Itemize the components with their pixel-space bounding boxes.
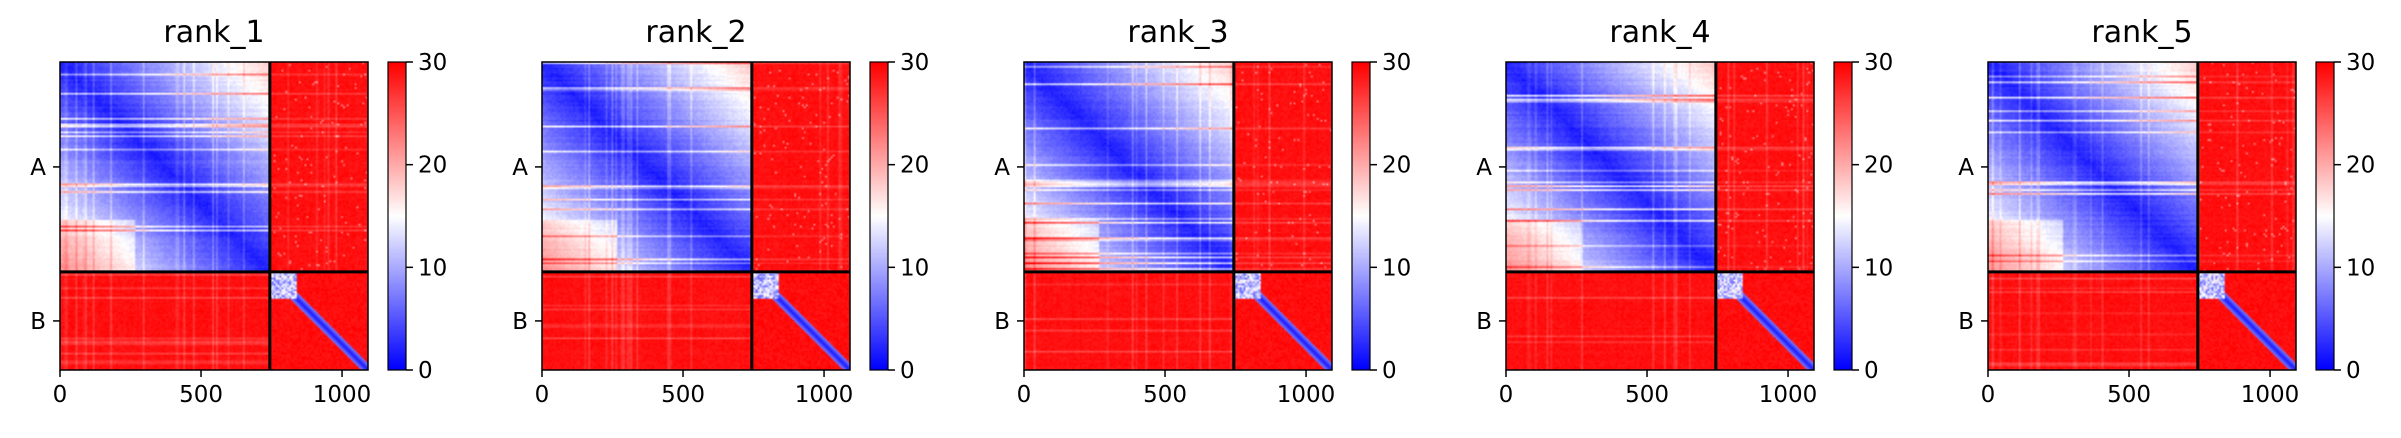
colorbar-tick-label: 20 [418,153,447,179]
heatmap-image [1988,62,2296,370]
heatmap-chart: rank_5 0 500 1000 A B 0 10 20 30 [1958,15,2375,408]
colorbar-tick-label: 30 [900,50,929,76]
x-tick-label: 500 [1143,382,1187,408]
chain-label: B [512,309,528,335]
chart-title: rank_5 [2091,15,2192,50]
colorbar [1352,62,1370,370]
colorbar-frame [1351,61,1371,371]
colorbar-tick-label: 20 [900,153,929,179]
colorbar [2316,62,2334,370]
heatmap-chart: rank_2 0 500 1000 A B 0 10 20 30 [512,15,929,408]
heatmap-frame [1023,61,1333,371]
x-tick-label: 1000 [1759,382,1818,408]
x-tick-label: 1000 [2241,382,2300,408]
x-tick-label: 0 [535,382,550,408]
colorbar-tick-label: 30 [1382,50,1411,76]
chain-label: B [1476,309,1492,335]
x-tick-label: 1000 [313,382,372,408]
x-tick-label: 1000 [1277,382,1336,408]
colorbar-tick-label: 20 [1382,153,1411,179]
chain-label: B [1958,309,1974,335]
heatmap-frame [59,61,369,371]
panel-rank_1: rank_1 0 500 1000 A B 0 10 20 30 [0,0,470,438]
colorbar-tick-label: 0 [900,358,915,384]
colorbar-tick-label: 10 [1382,255,1411,281]
panel-rank_3: rank_3 0 500 1000 A B 0 10 20 30 [964,0,1434,438]
colorbar-tick-label: 10 [1864,255,1893,281]
panel-rank_5: rank_5 0 500 1000 A B 0 10 20 30 [1928,0,2398,438]
colorbar-frame [2315,61,2335,371]
x-tick-label: 500 [1625,382,1669,408]
heatmap-image [1506,62,1814,370]
colorbar-tick-label: 30 [1864,50,1893,76]
x-tick-label: 0 [1499,382,1514,408]
colorbar-tick-label: 0 [1382,358,1397,384]
colorbar-tick-label: 0 [418,358,433,384]
x-tick-label: 500 [179,382,223,408]
heatmap-image [1024,62,1332,370]
x-tick-label: 500 [2107,382,2151,408]
panel-rank_4: rank_4 0 500 1000 A B 0 10 20 30 [1446,0,1916,438]
heatmap-image [542,62,850,370]
x-tick-label: 0 [1981,382,1996,408]
colorbar-tick-label: 20 [1864,153,1893,179]
colorbar [1834,62,1852,370]
chain-label: B [30,309,46,335]
heatmap-chart: rank_3 0 500 1000 A B 0 10 20 30 [994,15,1411,408]
x-tick-label: 500 [661,382,705,408]
colorbar-tick-label: 0 [2346,358,2361,384]
chain-label: A [30,155,46,181]
chart-title: rank_3 [1127,15,1228,50]
chain-label: A [512,155,528,181]
colorbar-tick-label: 10 [2346,255,2375,281]
colorbar-frame [1833,61,1853,371]
heatmap-image [60,62,368,370]
colorbar-frame [387,61,407,371]
x-tick-label: 0 [1017,382,1032,408]
heatmap-frame [1505,61,1815,371]
colorbar-frame [869,61,889,371]
chart-title: rank_2 [645,15,746,50]
colorbar-tick-label: 0 [1864,358,1879,384]
heatmap-frame [1987,61,2297,371]
heatmap-frame [541,61,851,371]
colorbar-tick-label: 30 [418,50,447,76]
x-tick-label: 1000 [795,382,854,408]
chain-label: A [994,155,1010,181]
x-tick-label: 0 [53,382,68,408]
colorbar [870,62,888,370]
chain-label: A [1958,155,1974,181]
chain-label: A [1476,155,1492,181]
heatmap-chart: rank_1 0 500 1000 A B 0 10 20 30 [30,15,447,408]
colorbar-tick-label: 20 [2346,153,2375,179]
heatmap-chart: rank_4 0 500 1000 A B 0 10 20 30 [1476,15,1893,408]
chart-title: rank_4 [1609,15,1710,50]
colorbar-tick-label: 30 [2346,50,2375,76]
panel-rank_2: rank_2 0 500 1000 A B 0 10 20 30 [482,0,952,438]
colorbar-tick-label: 10 [418,255,447,281]
chain-label: B [994,309,1010,335]
chart-title: rank_1 [163,15,264,50]
colorbar [388,62,406,370]
colorbar-tick-label: 10 [900,255,929,281]
